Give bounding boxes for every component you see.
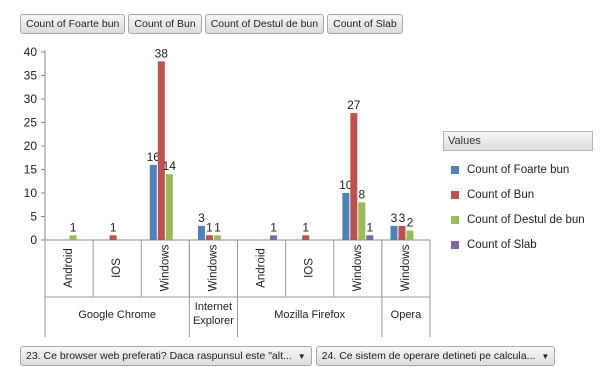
x-tick-label: Windows bbox=[352, 244, 364, 291]
browser-field-dropdown[interactable]: 23. Ce browser web preferati? Daca raspu… bbox=[20, 346, 312, 366]
data-label: 3 bbox=[399, 211, 406, 225]
bar bbox=[205, 235, 213, 240]
data-label: 14 bbox=[163, 159, 177, 173]
data-label: 10 bbox=[339, 178, 353, 192]
legend-swatch bbox=[451, 166, 459, 174]
data-label: 1 bbox=[302, 220, 309, 234]
group-label: Google Chrome bbox=[78, 309, 156, 321]
y-tick-label: 40 bbox=[24, 45, 38, 59]
legend-label: Count of Bun bbox=[467, 189, 535, 201]
legend: Values Count of Foarte bun Count of Bun … bbox=[443, 131, 593, 251]
row-field-buttons: 23. Ce browser web preferati? Daca raspu… bbox=[20, 346, 556, 366]
x-tick-label: Android bbox=[63, 248, 75, 288]
bar bbox=[350, 113, 358, 240]
os-field-dropdown[interactable]: 24. Ce sistem de operare detineti pe cal… bbox=[315, 346, 556, 366]
pivot-field-foarte-bun[interactable]: Count of Foarte bun bbox=[20, 14, 126, 34]
bar bbox=[109, 235, 117, 240]
bar bbox=[398, 225, 406, 240]
x-tick-label: Windows bbox=[207, 244, 219, 291]
group-label-line: Internet bbox=[195, 301, 232, 313]
bar bbox=[213, 235, 221, 240]
bar bbox=[390, 225, 398, 240]
legend-item-destul-de-bun: Count of Destul de bun bbox=[451, 214, 593, 226]
dropdown-arrow-icon[interactable]: ▼ bbox=[541, 351, 550, 361]
group-label-line: Explorer bbox=[193, 315, 234, 327]
x-tick-label: Android bbox=[256, 248, 268, 288]
x-tick-label: IOS bbox=[111, 258, 123, 278]
y-tick-label: 35 bbox=[24, 69, 38, 83]
bar bbox=[197, 225, 205, 240]
legend-header[interactable]: Values bbox=[443, 131, 593, 151]
bar bbox=[302, 235, 310, 240]
data-label: 16 bbox=[147, 150, 161, 164]
legend-label: Count of Foarte bun bbox=[467, 164, 570, 176]
data-label: 1 bbox=[70, 220, 77, 234]
pivot-field-destul-de-bun[interactable]: Count of Destul de bun bbox=[204, 14, 325, 34]
bar bbox=[270, 235, 278, 240]
legend-label: Count of Destul de bun bbox=[467, 214, 585, 226]
bar bbox=[366, 235, 374, 240]
data-label: 3 bbox=[391, 211, 398, 225]
bar bbox=[358, 202, 366, 240]
pivot-field-buttons: Count of Foarte bun Count of Bun Count o… bbox=[20, 14, 403, 34]
y-tick-label: 5 bbox=[30, 210, 37, 224]
legend-item-slab: Count of Slab bbox=[451, 239, 593, 251]
legend-item-bun: Count of Bun bbox=[451, 189, 593, 201]
data-label: 1 bbox=[214, 220, 221, 234]
data-label: 27 bbox=[347, 98, 361, 112]
group-label: Opera bbox=[391, 309, 422, 321]
bar bbox=[406, 230, 414, 240]
legend-swatch bbox=[451, 191, 459, 199]
y-tick-label: 20 bbox=[24, 139, 38, 153]
dropdown-arrow-icon[interactable]: ▼ bbox=[297, 351, 306, 361]
data-label: 1 bbox=[366, 220, 373, 234]
data-label: 1 bbox=[270, 220, 277, 234]
y-tick-label: 30 bbox=[24, 92, 38, 106]
x-tick-label: IOS bbox=[304, 258, 316, 278]
bar bbox=[149, 164, 157, 240]
bar bbox=[342, 193, 350, 240]
bar bbox=[157, 61, 165, 241]
bar bbox=[165, 174, 173, 240]
legend-item-foarte-bun: Count of Foarte bun bbox=[451, 164, 593, 176]
legend-label: Count of Slab bbox=[467, 239, 537, 251]
data-label: 2 bbox=[407, 216, 414, 230]
y-tick-label: 25 bbox=[24, 116, 38, 130]
x-tick-label: Windows bbox=[400, 244, 412, 291]
pivot-field-slab[interactable]: Count of Slab bbox=[327, 14, 403, 34]
data-label: 3 bbox=[198, 211, 205, 225]
y-tick-label: 15 bbox=[24, 163, 38, 177]
legend-swatch bbox=[451, 241, 459, 249]
data-label: 1 bbox=[110, 220, 117, 234]
y-tick-label: 0 bbox=[30, 233, 37, 247]
legend-swatch bbox=[451, 216, 459, 224]
bar bbox=[69, 235, 77, 240]
y-tick-label: 10 bbox=[24, 186, 38, 200]
group-label: Mozilla Firefox bbox=[274, 309, 345, 321]
os-field-label: 24. Ce sistem de operare detineti pe cal… bbox=[321, 350, 536, 362]
data-label: 1 bbox=[206, 220, 213, 234]
pivot-field-bun[interactable]: Count of Bun bbox=[128, 14, 202, 34]
browser-field-label: 23. Ce browser web preferati? Daca raspu… bbox=[26, 350, 292, 362]
data-label: 8 bbox=[358, 187, 365, 201]
x-tick-label: Windows bbox=[159, 244, 171, 291]
data-label: 38 bbox=[155, 46, 169, 60]
